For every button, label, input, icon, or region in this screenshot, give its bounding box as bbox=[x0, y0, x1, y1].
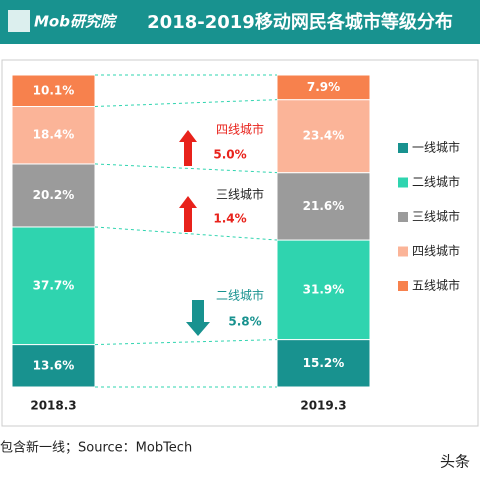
annotation-label: 三线城市 bbox=[216, 187, 264, 202]
chart-title: 2018-2019移动网民各城市等级分布 bbox=[147, 11, 453, 33]
bar-segment bbox=[276, 239, 371, 341]
legend-label: 一线城市 bbox=[412, 140, 460, 155]
value-label: 10.1% bbox=[33, 83, 75, 97]
legend-label: 四线城市 bbox=[412, 243, 460, 258]
connector bbox=[94, 226, 278, 241]
value-label: 23.4% bbox=[303, 129, 345, 143]
annotation-change: 1.4% bbox=[213, 212, 246, 226]
legend-label: 三线城市 bbox=[412, 209, 460, 224]
connector bbox=[94, 339, 278, 346]
logo: Mob研究院 bbox=[34, 13, 118, 31]
source: 包含新一线；Source：MobTech bbox=[0, 440, 192, 456]
legend-swatch bbox=[398, 246, 408, 257]
change-arrow bbox=[186, 300, 210, 336]
legend-label: 二线城市 bbox=[412, 174, 460, 189]
bar-segment bbox=[11, 344, 96, 388]
plot-frame bbox=[1, 59, 479, 427]
change-arrow bbox=[179, 196, 197, 232]
x-tick-label: 2019.3 bbox=[300, 399, 346, 413]
annotation-label: 二线城市 bbox=[216, 288, 264, 303]
bar-segment bbox=[11, 74, 96, 108]
logo-icon bbox=[8, 10, 30, 32]
bar-segment bbox=[11, 106, 96, 165]
value-label: 20.2% bbox=[33, 188, 75, 202]
value-label: 31.9% bbox=[303, 282, 345, 296]
annotation-change: 5.8% bbox=[228, 315, 261, 329]
value-label: 37.7% bbox=[33, 278, 75, 292]
bar-segment bbox=[276, 99, 371, 174]
value-label: 7.9% bbox=[307, 80, 340, 94]
value-label: 13.6% bbox=[33, 358, 75, 372]
bar-segment bbox=[276, 74, 371, 101]
bar-segment bbox=[276, 339, 371, 388]
header-band bbox=[0, 0, 480, 44]
x-tick-label: 2018.3 bbox=[30, 399, 76, 413]
connector bbox=[94, 163, 278, 174]
value-label: 18.4% bbox=[33, 128, 75, 142]
annotation-change: 5.0% bbox=[213, 148, 246, 162]
legend-label: 五线城市 bbox=[412, 278, 460, 293]
bar-segment bbox=[11, 163, 96, 228]
annotation-label: 四线城市 bbox=[216, 122, 264, 137]
connector bbox=[94, 99, 278, 108]
value-label: 15.2% bbox=[303, 356, 345, 370]
value-label: 21.6% bbox=[303, 199, 345, 213]
legend-swatch bbox=[398, 281, 408, 291]
watermark-mark: 头条 bbox=[440, 453, 470, 471]
legend-swatch bbox=[398, 177, 408, 188]
bar-segment bbox=[276, 172, 371, 241]
legend-swatch bbox=[398, 143, 408, 153]
legend-swatch bbox=[398, 212, 408, 222]
change-arrow bbox=[179, 130, 197, 166]
